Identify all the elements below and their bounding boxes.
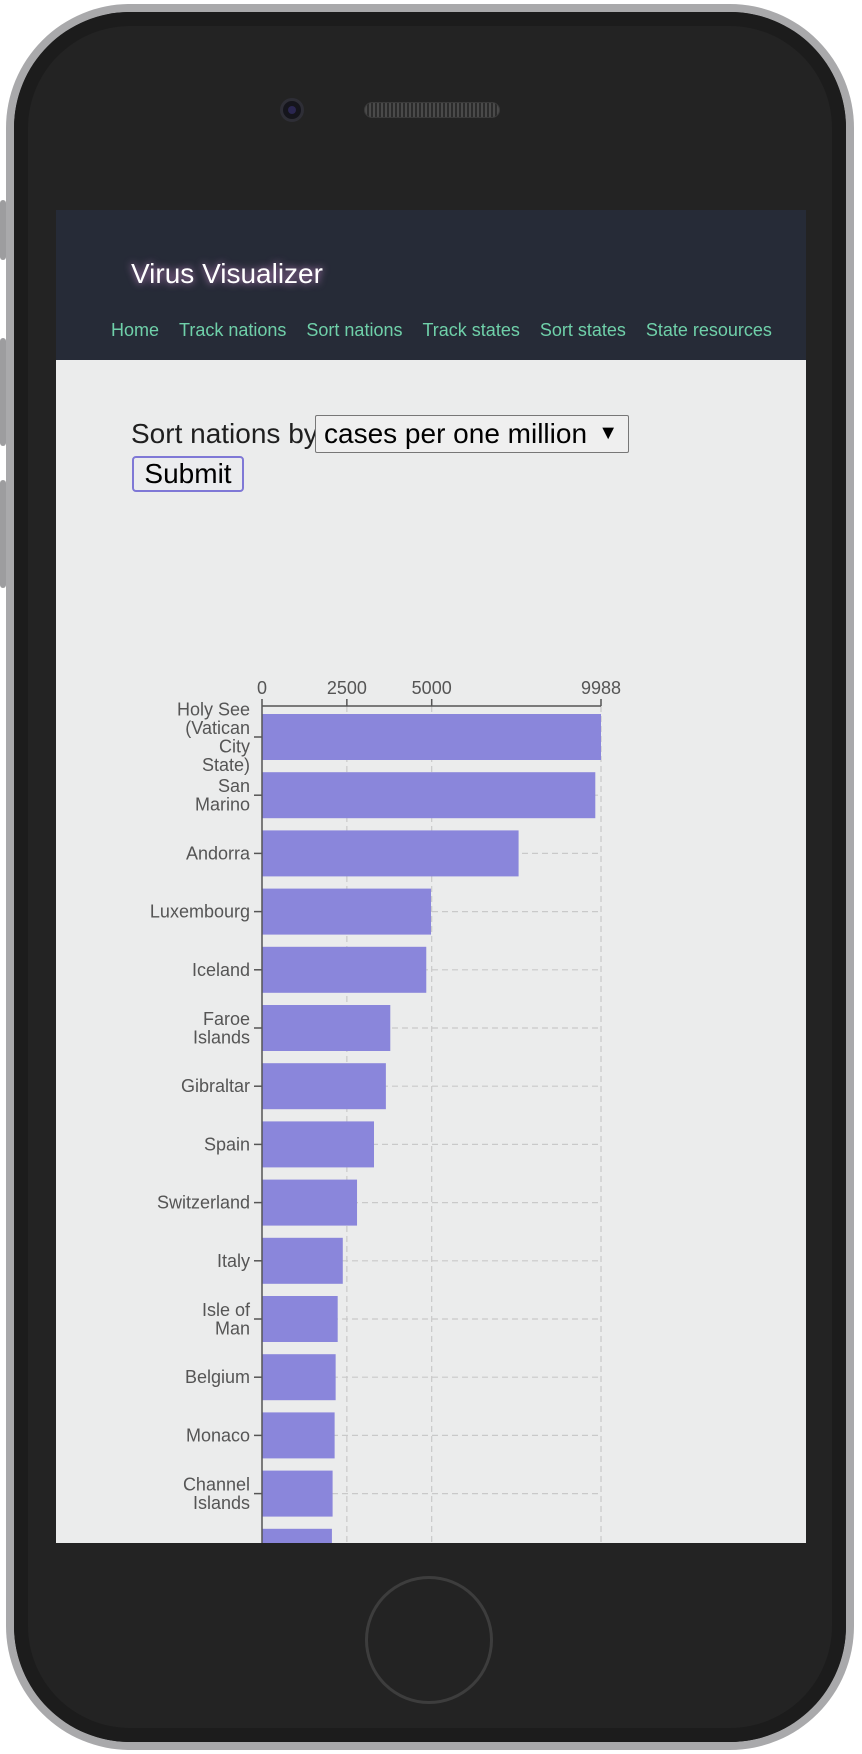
- y-category-label-line: Spain: [204, 1134, 250, 1154]
- bar: [262, 1412, 335, 1459]
- y-category-label-line: City: [219, 736, 250, 756]
- y-category-label-line: Islands: [193, 1493, 250, 1513]
- bar: [262, 946, 427, 993]
- y-category-label: Iceland: [192, 960, 250, 980]
- submit-button[interactable]: Submit: [132, 456, 244, 492]
- navbar: Virus Visualizer Home Track nations Sort…: [56, 210, 806, 360]
- chevron-down-icon: ▼: [598, 422, 618, 444]
- y-category-label: Luxembourg: [150, 902, 250, 922]
- nav-link-state-resources[interactable]: State resources: [645, 320, 772, 340]
- x-tick-label: 5000: [412, 678, 452, 698]
- bar: [262, 1179, 358, 1226]
- bar: [262, 772, 596, 819]
- bar: [262, 1528, 332, 1543]
- screen: Virus Visualizer Home Track nations Sort…: [56, 210, 806, 1543]
- y-category-label: Belgium: [185, 1367, 250, 1387]
- y-category-label-line: Liechtenstein: [144, 1542, 250, 1543]
- bar: [262, 1237, 343, 1284]
- volume-down-button: [0, 480, 6, 588]
- y-category-label-line: Islands: [193, 1027, 250, 1047]
- y-category-label-line: Man: [215, 1318, 250, 1338]
- bar: [262, 888, 432, 935]
- nav-links: Home Track nations Sort nations Track st…: [111, 320, 792, 341]
- home-button[interactable]: [365, 1576, 493, 1704]
- app-title[interactable]: Virus Visualizer: [131, 258, 323, 289]
- bar: [262, 1063, 386, 1110]
- y-category-label: Andorra: [186, 843, 251, 863]
- y-category-label-line: Iceland: [192, 960, 250, 980]
- y-category-label-line: Switzerland: [157, 1193, 250, 1213]
- y-category-label-line: San: [218, 776, 250, 796]
- speaker-grille: [364, 102, 500, 118]
- mute-switch: [0, 200, 6, 260]
- y-category-label: Holy See (Vatican City State): [177, 699, 250, 775]
- sort-select-value: cases per one million: [324, 418, 588, 449]
- bar: [262, 1354, 336, 1401]
- nav-link-home[interactable]: Home: [111, 320, 160, 340]
- nav-link-track-states[interactable]: Track states: [422, 320, 520, 340]
- y-category-label-line: Luxembourg: [150, 902, 250, 922]
- bar: [262, 1121, 375, 1168]
- y-category-label: Spain: [204, 1134, 250, 1154]
- bar: [262, 1296, 338, 1342]
- bar: [262, 1005, 391, 1051]
- x-tick-label: 0: [257, 678, 267, 698]
- y-category-label: Channel Islands: [183, 1474, 250, 1513]
- bar: [262, 714, 601, 760]
- y-category-label-line: Andorra: [186, 843, 251, 863]
- y-category-label-line: Marino: [195, 794, 250, 814]
- y-category-label-line: Holy See: [177, 699, 250, 719]
- bar: [262, 830, 519, 877]
- y-category-label-line: Isle of: [202, 1300, 251, 1320]
- y-category-label: Faroe Islands: [193, 1009, 250, 1048]
- bar: [262, 1470, 333, 1517]
- y-category-label-line: Gibraltar: [181, 1076, 250, 1096]
- sort-label: Sort nations by: [131, 418, 318, 449]
- y-category-label-line: State): [202, 755, 250, 775]
- y-category-label: Liechtenstein: [144, 1542, 250, 1543]
- x-tick-label: 9988: [581, 678, 621, 698]
- nav-link-sort-states[interactable]: Sort states: [539, 320, 626, 340]
- y-category-label: Monaco: [186, 1425, 250, 1445]
- y-category-label: Gibraltar: [181, 1076, 250, 1096]
- x-tick-label: 2500: [327, 678, 367, 698]
- y-category-label: San Marino: [195, 776, 250, 815]
- camera-icon: [280, 98, 304, 122]
- nav-link-sort-nations[interactable]: Sort nations: [306, 320, 403, 340]
- nav-link-track-nations[interactable]: Track nations: [179, 320, 287, 340]
- y-category-label: Switzerland: [157, 1193, 250, 1213]
- y-category-label-line: Monaco: [186, 1425, 250, 1445]
- y-category-label: Italy: [217, 1251, 250, 1271]
- y-category-label: Isle of Man: [202, 1300, 251, 1339]
- volume-up-button: [0, 338, 6, 446]
- y-category-label-line: Italy: [217, 1251, 250, 1271]
- y-category-label-line: Belgium: [185, 1367, 250, 1387]
- y-category-label-line: (Vatican: [185, 718, 250, 738]
- y-category-label-line: Channel: [183, 1474, 250, 1494]
- y-category-label-line: Faroe: [203, 1009, 250, 1029]
- sort-select[interactable]: cases per one million ▼: [315, 415, 629, 453]
